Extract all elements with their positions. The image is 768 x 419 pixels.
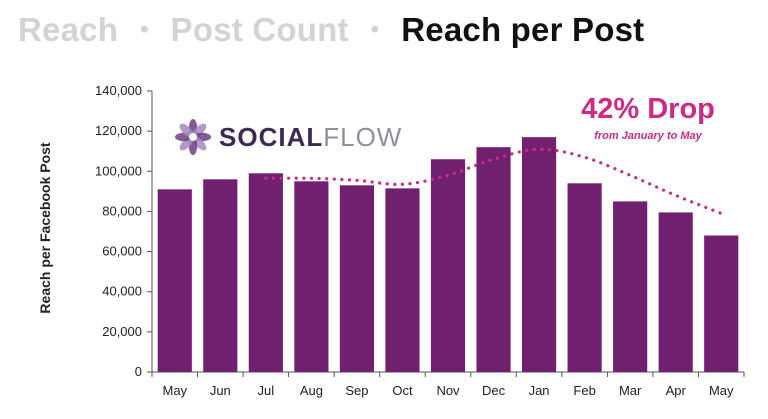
logo-text-flow: FLOW: [323, 122, 402, 152]
bar-dec-7: [476, 147, 511, 372]
x-tick-label: Oct: [392, 383, 413, 398]
trend-line: [264, 147, 723, 216]
y-tick-label: 120,000: [95, 123, 142, 138]
socialflow-logo: SOCIALFLOW: [175, 119, 402, 155]
bar-apr-11: [658, 212, 693, 372]
annotation-title: 42% Drop: [581, 93, 715, 125]
header-separator: •: [140, 16, 149, 43]
y-tick-label: 60,000: [102, 244, 142, 259]
y-tick-label: 100,000: [95, 163, 142, 178]
bar-chart: 0 20,000 40,000 60,000 80,000 100,000 120,000 1…: [37, 83, 745, 398]
y-tick-label: 140,000: [95, 83, 142, 98]
bar-jul-2: [248, 173, 283, 372]
annotation-subtitle: from January to May: [594, 130, 702, 142]
header-separator: •: [370, 16, 380, 43]
bar-oct-5: [385, 188, 420, 372]
y-tick-label: 0: [135, 364, 142, 379]
bar-sep-4: [339, 185, 374, 372]
x-tick-label: Jul: [258, 383, 275, 398]
bar-aug-3: [294, 181, 329, 372]
x-tick-label: May: [162, 383, 187, 398]
y-tick-label: 40,000: [102, 284, 142, 299]
x-tick-label: Jun: [210, 383, 231, 398]
x-tick-label: Nov: [436, 383, 460, 398]
y-tick-label: 80,000: [102, 203, 142, 218]
x-tick-label: Apr: [666, 383, 687, 398]
x-tick-label: Aug: [300, 383, 323, 398]
x-tick-label: May: [709, 383, 734, 398]
x-tick-label: Feb: [573, 383, 595, 398]
x-tick-label: Mar: [619, 383, 642, 398]
header-tab-reach: Reach: [18, 11, 119, 48]
bar-feb-9: [567, 183, 602, 372]
plot-area: 0 20,000 40,000 60,000 80,000 100,000 120,000 1…: [95, 83, 745, 398]
socialflow-flower-icon: [175, 119, 211, 155]
header-tab-post-count: Post Count: [170, 11, 349, 48]
x-tick-label: Dec: [482, 383, 506, 398]
y-axis-label: Reach per Facebook Post: [37, 142, 53, 314]
x-tick-label: Sep: [345, 383, 368, 398]
bar-jan-8: [522, 137, 557, 372]
logo-petal: [179, 123, 194, 138]
y-tick-label: 20,000: [102, 324, 142, 339]
bar-jun-1: [203, 179, 238, 372]
logo-core: [189, 133, 197, 141]
header-tab-reach-per-post: Reach per Post: [401, 11, 645, 48]
bar-nov-6: [430, 159, 466, 372]
bar-mar-10: [613, 201, 648, 372]
bar-may-0: [157, 189, 192, 372]
svg-text:SOCIALFLOW: SOCIALFLOW: [219, 122, 402, 152]
logo-text-social: SOCIAL: [219, 122, 323, 152]
chart-header: Reach • Post Count • Reach per Post: [18, 4, 758, 56]
bar-may-12: [704, 235, 739, 372]
x-tick-label: Jan: [529, 383, 550, 398]
